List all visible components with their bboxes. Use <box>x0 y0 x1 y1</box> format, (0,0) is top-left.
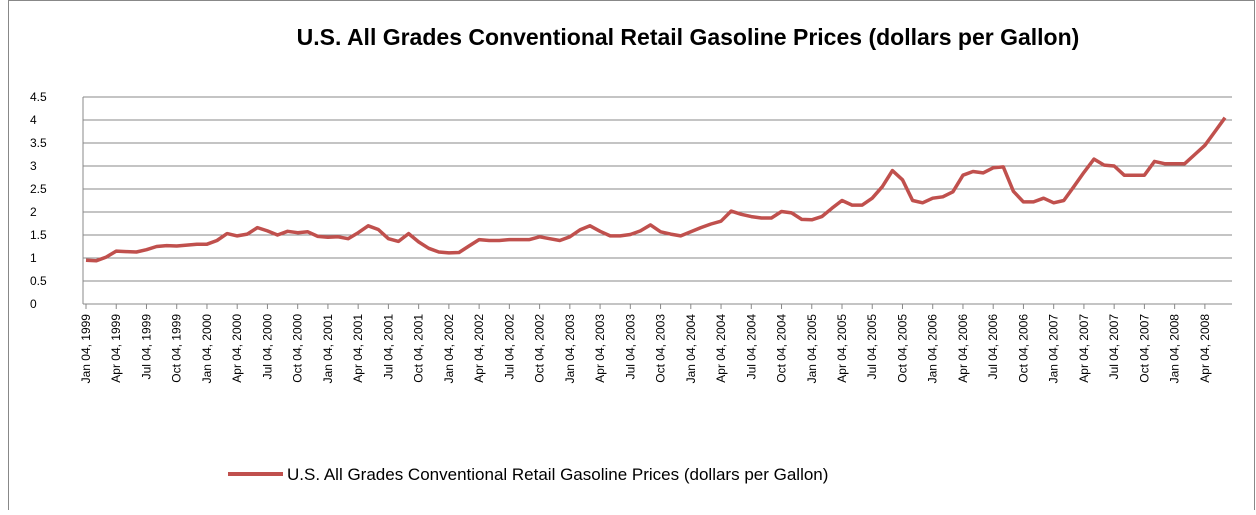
x-tick-label: Oct 04, 2007 <box>1137 314 1151 383</box>
x-tick-label: Apr 04, 2001 <box>351 314 365 383</box>
y-tick-label: 2 <box>30 205 37 219</box>
x-tick-label: Jul 04, 2000 <box>260 314 274 380</box>
x-tick-label: Apr 04, 2005 <box>835 314 849 383</box>
x-tick-label: Jan 04, 2008 <box>1168 314 1182 384</box>
x-tick-label: Apr 04, 2002 <box>472 314 486 383</box>
x-tick-label: Oct 04, 2006 <box>1016 314 1030 383</box>
x-tick-label: Jan 04, 2002 <box>442 314 456 384</box>
y-tick-label: 1 <box>30 251 37 265</box>
x-tick-label: Jan 04, 2005 <box>805 314 819 384</box>
x-tick-label: Apr 04, 2003 <box>593 314 607 383</box>
x-tick-label: Oct 04, 1999 <box>170 314 184 383</box>
y-tick-label: 2.5 <box>30 182 47 196</box>
x-tick-label: Jul 04, 1999 <box>139 314 153 380</box>
y-tick-label: 0 <box>30 297 37 311</box>
y-tick-label: 4.5 <box>30 90 47 104</box>
x-tick-label: Jul 04, 2007 <box>1107 314 1121 380</box>
y-tick-label: 0.5 <box>30 274 47 288</box>
chart-frame <box>8 0 1255 515</box>
x-tick-label: Jan 04, 2003 <box>563 314 577 384</box>
x-tick-label: Jul 04, 2001 <box>381 314 395 380</box>
chart-title: U.S. All Grades Conventional Retail Gaso… <box>297 24 1080 50</box>
x-tick-label: Jan 04, 2007 <box>1047 314 1061 384</box>
x-tick-label: Apr 04, 2000 <box>230 314 244 383</box>
x-tick-label: Apr 04, 1999 <box>109 314 123 383</box>
legend-text: U.S. All Grades Conventional Retail Gaso… <box>287 465 828 484</box>
x-tick-label: Jan 04, 1999 <box>79 314 93 384</box>
x-tick-label: Oct 04, 2004 <box>775 314 789 383</box>
x-tick-label: Oct 04, 2000 <box>291 314 305 383</box>
x-tick-label: Jul 04, 2003 <box>623 314 637 380</box>
x-tick-label: Apr 04, 2007 <box>1077 314 1091 383</box>
x-tick-label: Oct 04, 2005 <box>895 314 909 383</box>
y-tick-label: 4 <box>30 113 37 127</box>
y-tick-label: 3 <box>30 159 37 173</box>
data-line <box>85 116 1227 263</box>
x-tick-label: Jan 04, 2001 <box>321 314 335 384</box>
x-tick-label: Jan 04, 2006 <box>926 314 940 384</box>
x-tick-label: Jul 04, 2004 <box>744 314 758 380</box>
x-tick-label: Oct 04, 2003 <box>654 314 668 383</box>
y-tick-label: 1.5 <box>30 228 47 242</box>
x-tick-label: Jul 04, 2006 <box>986 314 1000 380</box>
x-tick-label: Jan 04, 2004 <box>684 314 698 384</box>
x-tick-label: Apr 04, 2004 <box>714 314 728 383</box>
x-tick-label: Jan 04, 2000 <box>200 314 214 384</box>
x-tick-label: Oct 04, 2001 <box>412 314 426 383</box>
x-tick-label: Jul 04, 2002 <box>502 314 516 380</box>
x-tick-label: Apr 04, 2006 <box>956 314 970 383</box>
x-tick-label: Apr 04, 2008 <box>1198 314 1212 383</box>
y-tick-label: 3.5 <box>30 136 47 150</box>
x-tick-label: Oct 04, 2002 <box>533 314 547 383</box>
x-tick-label: Jul 04, 2005 <box>865 314 879 380</box>
